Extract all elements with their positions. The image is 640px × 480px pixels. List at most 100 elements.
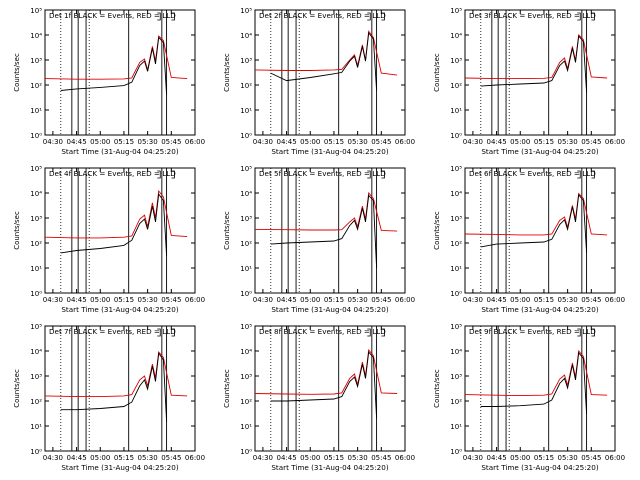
series-line-events bbox=[60, 36, 168, 95]
x-tick-label: 06:00 bbox=[185, 138, 205, 146]
series-line-events bbox=[60, 352, 168, 422]
series-line-lld bbox=[254, 348, 398, 395]
panel-3: Det 3f BLACK = Events, RED = LLD 10⁰ 10¹ 10… bbox=[433, 7, 625, 156]
x-tick-label: 05:45 bbox=[161, 454, 181, 462]
bracket-marker bbox=[381, 12, 385, 21]
x-tick-label: 05:30 bbox=[348, 138, 368, 146]
y-tick-label: 10¹ bbox=[450, 107, 462, 115]
y-tick-label: 10³ bbox=[30, 57, 42, 65]
x-tick-label: 04:30 bbox=[463, 454, 483, 462]
y-tick-label: 10⁴ bbox=[30, 32, 42, 40]
x-tick-label: 04:30 bbox=[253, 138, 273, 146]
x-tick-label: 05:00 bbox=[90, 296, 110, 304]
x-tick-label: 05:45 bbox=[161, 296, 181, 304]
x-tick-label: 04:30 bbox=[43, 138, 63, 146]
y-tick-label: 10³ bbox=[240, 57, 252, 65]
x-axis-label: Start Time (31-Aug-04 04:25:20) bbox=[271, 305, 388, 314]
x-tick-label: 05:00 bbox=[510, 138, 530, 146]
x-tick-label: 04:45 bbox=[486, 454, 506, 462]
panel-5: Det 5f BLACK = Events, RED = LLD 10⁰ 10¹ 10… bbox=[223, 165, 415, 314]
x-axis-label: Start Time (31-Aug-04 04:25:20) bbox=[61, 305, 178, 314]
x-tick-label: 04:30 bbox=[463, 138, 483, 146]
series-line-events bbox=[480, 351, 588, 415]
bracket-marker bbox=[591, 170, 595, 179]
x-tick-label: 06:00 bbox=[605, 296, 625, 304]
panel-title: Det 6f BLACK = Events, RED = LLD bbox=[469, 169, 596, 178]
y-tick-label: 10⁰ bbox=[30, 132, 42, 140]
x-tick-label: 04:45 bbox=[66, 454, 86, 462]
x-tick-label: 04:30 bbox=[43, 454, 63, 462]
plot-frame bbox=[254, 9, 406, 136]
bracket-marker bbox=[171, 12, 175, 21]
bracket-marker bbox=[367, 328, 371, 337]
panel-title: Det 5f BLACK = Events, RED = LLD bbox=[259, 169, 386, 178]
y-tick-label: 10¹ bbox=[30, 423, 42, 431]
x-tick-label: 06:00 bbox=[395, 454, 415, 462]
x-tick-label: 05:00 bbox=[90, 138, 110, 146]
series-line-lld bbox=[464, 349, 608, 397]
x-axis-label: Start Time (31-Aug-04 04:25:20) bbox=[61, 463, 178, 472]
plot-frame bbox=[44, 167, 196, 294]
series-line-lld bbox=[44, 351, 188, 398]
series-line-lld bbox=[44, 189, 188, 239]
x-tick-label: 04:45 bbox=[276, 138, 296, 146]
panel-2: Det 2f BLACK = Events, RED = LLD 10⁰ 10¹ 10… bbox=[223, 7, 415, 156]
bracket-marker bbox=[577, 328, 581, 337]
x-tick-label: 04:30 bbox=[43, 296, 63, 304]
plot-frame bbox=[464, 325, 616, 452]
x-tick-label: 05:00 bbox=[510, 296, 530, 304]
y-tick-label: 10² bbox=[240, 398, 252, 406]
x-tick-label: 05:30 bbox=[558, 454, 578, 462]
y-tick-label: 10³ bbox=[240, 373, 252, 381]
y-tick-label: 10² bbox=[450, 398, 462, 406]
y-tick-label: 10² bbox=[240, 240, 252, 248]
plot-frame bbox=[254, 325, 406, 452]
x-tick-label: 04:45 bbox=[276, 454, 296, 462]
x-tick-label: 05:30 bbox=[558, 296, 578, 304]
x-tick-label: 04:45 bbox=[66, 138, 86, 146]
y-tick-label: 10⁵ bbox=[30, 165, 42, 173]
y-tick-label: 10⁰ bbox=[240, 448, 252, 456]
x-tick-label: 05:15 bbox=[324, 296, 344, 304]
x-tick-label: 05:00 bbox=[300, 454, 320, 462]
plot-frame bbox=[464, 9, 616, 136]
series-line-lld bbox=[254, 30, 398, 76]
series-line-lld bbox=[44, 35, 188, 80]
plot-frame bbox=[254, 167, 406, 294]
y-axis-label: Counts/sec bbox=[433, 211, 441, 250]
series-line-lld bbox=[464, 34, 608, 80]
y-tick-label: 10¹ bbox=[240, 107, 252, 115]
x-tick-label: 05:45 bbox=[371, 454, 391, 462]
plot-frame bbox=[464, 167, 616, 294]
x-tick-label: 05:15 bbox=[324, 454, 344, 462]
y-tick-label: 10⁵ bbox=[240, 323, 252, 331]
x-tick-label: 04:45 bbox=[486, 138, 506, 146]
bracket-marker bbox=[591, 328, 595, 337]
y-tick-label: 10⁴ bbox=[450, 190, 462, 198]
panel-1: Det 1f BLACK = Events, RED = LLD 10⁰ 10¹ 10… bbox=[13, 7, 205, 156]
x-tick-label: 05:00 bbox=[90, 454, 110, 462]
y-tick-label: 10² bbox=[30, 398, 42, 406]
series-line-events bbox=[480, 193, 588, 253]
x-tick-label: 04:45 bbox=[276, 296, 296, 304]
x-tick-label: 05:15 bbox=[324, 138, 344, 146]
panel-title: Det 9f BLACK = Events, RED = LLD bbox=[469, 327, 596, 336]
y-tick-label: 10⁵ bbox=[30, 7, 42, 15]
y-tick-label: 10⁴ bbox=[30, 348, 42, 356]
y-tick-label: 10⁴ bbox=[450, 32, 462, 40]
x-tick-label: 04:45 bbox=[486, 296, 506, 304]
y-tick-label: 10⁴ bbox=[450, 348, 462, 356]
y-axis-label: Counts/sec bbox=[433, 53, 441, 92]
y-tick-label: 10² bbox=[450, 240, 462, 248]
x-tick-label: 06:00 bbox=[185, 454, 205, 462]
series-line-events bbox=[270, 194, 378, 269]
x-tick-label: 05:30 bbox=[138, 138, 158, 146]
x-tick-label: 05:00 bbox=[300, 138, 320, 146]
series-line-lld bbox=[254, 191, 398, 232]
bracket-marker bbox=[577, 170, 581, 179]
y-tick-label: 10⁵ bbox=[240, 7, 252, 15]
x-tick-label: 05:15 bbox=[534, 296, 554, 304]
x-tick-label: 05:30 bbox=[138, 296, 158, 304]
x-tick-label: 05:30 bbox=[348, 296, 368, 304]
panel-title: Det 2f BLACK = Events, RED = LLD bbox=[259, 11, 386, 20]
